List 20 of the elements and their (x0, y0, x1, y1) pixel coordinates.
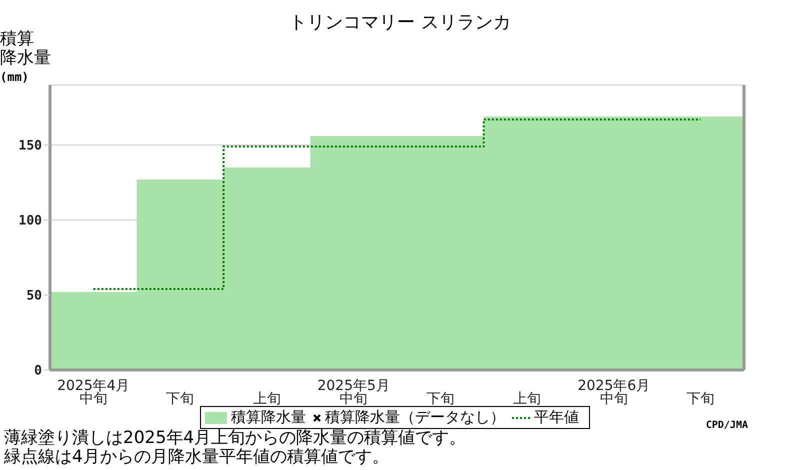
x-tick-label: 上旬 (252, 391, 281, 407)
legend-label: 平年値 (533, 408, 579, 427)
x-tick-label: 下旬 (686, 391, 715, 407)
y-tick-label: 0 (34, 364, 42, 379)
text: 薄緑塗り潰しは2025年4月上旬からの降水量の積算値です。 (4, 428, 466, 448)
y-axis-title: 積算降水量(mm) (0, 29, 51, 86)
text: 緑点線は4月からの月降水量平年値の積算値です。 (4, 447, 390, 467)
x-tick-label: 上旬 (513, 391, 542, 407)
x-tick-label: 下旬 (166, 391, 194, 407)
x-tick-label: 2025年5月中旬 (317, 378, 390, 407)
legend-label: 積算降水量（データなし） (324, 408, 505, 427)
x-tick-label: 2025年4月中旬 (57, 378, 130, 407)
x-tick-label: 下旬 (426, 391, 454, 407)
legend-label: 積算降水量 (230, 408, 306, 427)
y-tick-label: 100 (18, 214, 42, 229)
x-tick-label: 2025年6月中旬 (578, 378, 650, 407)
chart-title: トリンコマリー スリランカ (289, 12, 511, 33)
y-tick-label: 50 (26, 288, 42, 304)
y-tick-label: 150 (18, 138, 42, 154)
text: CPD/JMA (706, 420, 748, 431)
